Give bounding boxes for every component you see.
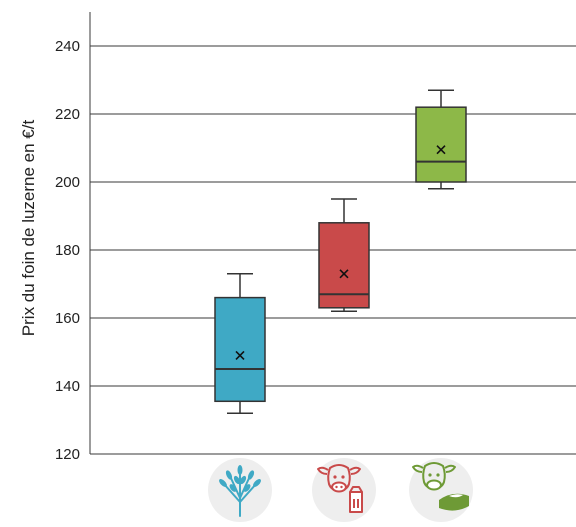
boxes: [214, 89, 467, 414]
y-tick-label: 140: [55, 378, 80, 395]
y-tick-label: 240: [55, 38, 80, 55]
dairy-cow-icon: [312, 458, 376, 522]
y-tick-label: 220: [55, 106, 80, 123]
mean-marker: [436, 145, 446, 155]
box-dairy-cow: [318, 198, 370, 312]
y-axis-title: Prix du foin de luzerne en €/t: [19, 120, 38, 337]
y-tick-label: 160: [55, 310, 80, 327]
box-cheese-cow: [415, 89, 467, 190]
mean-marker: [339, 269, 349, 279]
y-tick-label: 120: [55, 446, 80, 463]
cheese-cow-icon: [409, 458, 473, 522]
box-iqr: [214, 296, 266, 403]
box-wheat: [214, 273, 266, 414]
y-tick-label: 200: [55, 174, 80, 191]
y-axis-tick-labels: 120 140 160 180 200 220 240: [55, 38, 80, 463]
y-tick-label: 180: [55, 242, 80, 259]
wheat-icon: [208, 458, 272, 522]
grid-lines: [90, 45, 576, 455]
box-iqr: [415, 106, 467, 183]
mean-marker: [235, 350, 245, 360]
